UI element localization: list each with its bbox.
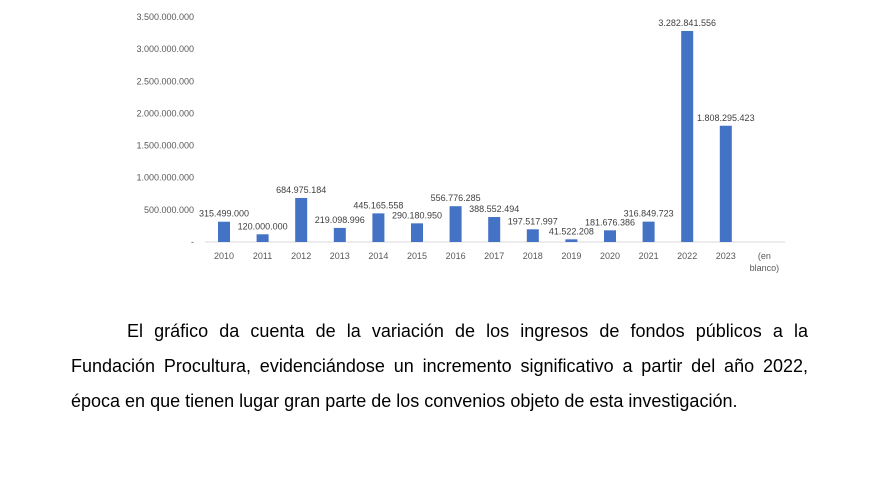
data-label-2016: 556.776.285 xyxy=(431,193,481,203)
x-tick-label: 2017 xyxy=(484,251,504,261)
body-paragraph: El gráfico da cuenta de la variación de … xyxy=(71,321,808,411)
x-tick-label: 2022 xyxy=(677,251,697,261)
bar-chart: - 500.000.000 1.000.000.000 1.500.000.000 2.… xyxy=(136,12,785,273)
bar-2019 xyxy=(565,239,578,242)
bar-2018 xyxy=(526,229,539,242)
y-tick-label: - xyxy=(191,237,194,247)
bar-2011 xyxy=(256,234,269,242)
bar-2015 xyxy=(411,223,423,242)
data-label-2018: 197.517.997 xyxy=(508,216,558,226)
data-label-2014: 445.165.558 xyxy=(353,200,403,210)
x-tick-label: 2010 xyxy=(214,251,234,261)
bar-2012 xyxy=(295,197,308,242)
bar-2023 xyxy=(719,125,732,242)
data-label-2021: 316.849.723 xyxy=(624,209,674,219)
bar-2021 xyxy=(642,221,655,242)
y-tick-label: 3.000.000.000 xyxy=(136,44,194,54)
data-label-2011: 120.000.000 xyxy=(238,221,288,231)
y-tick-label: 2.500.000.000 xyxy=(136,76,194,86)
x-tick-label: (en blanco) xyxy=(750,251,780,273)
data-label-2019: 41.522.208 xyxy=(549,226,594,236)
x-tick-label: 2011 xyxy=(253,251,272,261)
x-tick-label: 2023 xyxy=(716,251,736,261)
bar-2010 xyxy=(218,221,230,242)
x-tick-label: 2015 xyxy=(407,251,427,261)
data-label-2012: 684.975.184 xyxy=(276,185,326,195)
bar-2014 xyxy=(372,213,385,242)
bar-2022 xyxy=(681,30,694,242)
data-label-2020: 181.676.386 xyxy=(585,217,635,227)
x-tick-label: 2019 xyxy=(561,251,581,261)
x-tick-label: 2013 xyxy=(330,251,350,261)
x-tick-label: 2021 xyxy=(639,251,659,261)
bar-2017 xyxy=(488,217,501,242)
x-tick-label: 2018 xyxy=(523,251,543,261)
bars xyxy=(218,30,732,242)
data-label-2023: 1.808.295.423 xyxy=(697,113,755,123)
data-label-2015: 290.180.950 xyxy=(392,210,442,220)
x-tick-label: 2016 xyxy=(446,251,466,261)
x-axis: 2010 2011 2012 2013 2014 2015 2016 2017 2018 2019… xyxy=(214,251,779,273)
data-label-2022: 3.282.841.556 xyxy=(658,18,716,28)
data-labels: 315.499.000 120.000.000 684.975.184 219.098… xyxy=(199,18,755,236)
y-tick-label: 2.000.000.000 xyxy=(136,108,194,118)
data-label-2017: 388.552.494 xyxy=(469,204,519,214)
bar-2013 xyxy=(333,227,346,242)
bar-2020 xyxy=(604,230,616,242)
y-tick-label: 1.000.000.000 xyxy=(136,173,194,183)
y-tick-label: 3.500.000.000 xyxy=(136,12,194,22)
x-tick-label: 2020 xyxy=(600,251,620,261)
data-label-2013: 219.098.996 xyxy=(315,215,365,225)
y-tick-label: 1.500.000.000 xyxy=(136,141,194,151)
x-tick-label: 2012 xyxy=(291,251,311,261)
x-tick-label: 2014 xyxy=(368,251,388,261)
y-axis: - 500.000.000 1.000.000.000 1.500.000.000 2.… xyxy=(136,12,194,247)
data-label-2010: 315.499.000 xyxy=(199,209,249,219)
y-tick-label: 500.000.000 xyxy=(144,205,194,215)
bar-2016 xyxy=(449,206,462,242)
